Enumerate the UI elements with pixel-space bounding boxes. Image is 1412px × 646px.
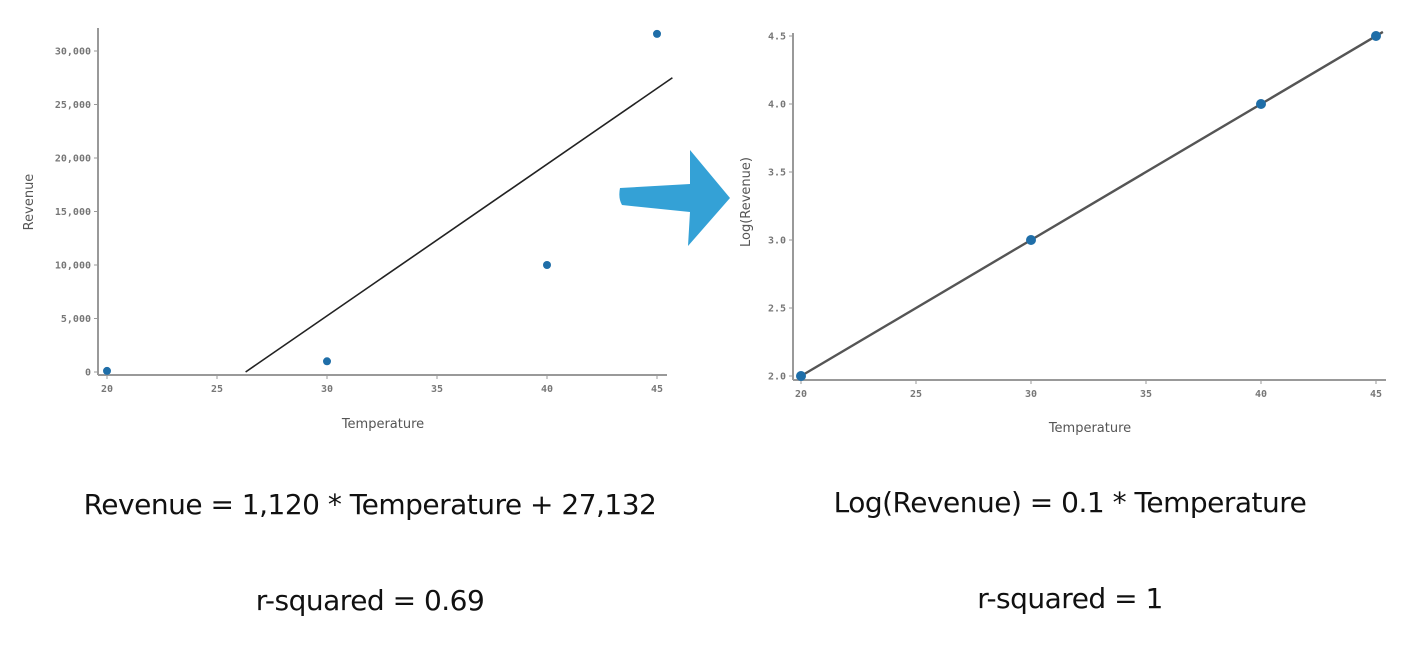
x-tick-label: 30 [1025, 389, 1037, 400]
x-tick-label: 45 [651, 384, 663, 395]
x-tick-label: 30 [321, 384, 333, 395]
x-tick-label: 25 [910, 389, 922, 400]
right-equation: Log(Revenue) = 0.1 * Temperature [833, 486, 1307, 519]
x-tick-label: 25 [211, 384, 223, 395]
regression-line [245, 77, 673, 373]
y-tick-label: 3.0 [768, 236, 786, 247]
y-tick-label: 30,000 [55, 47, 91, 58]
y-tick-label: 10,000 [55, 261, 91, 272]
y-tick-label: 4.5 [768, 32, 786, 43]
data-point [543, 261, 551, 269]
x-tick-label: 40 [541, 384, 553, 395]
data-point [103, 366, 111, 375]
data-point [1371, 31, 1381, 41]
x-tick-label: 35 [1140, 389, 1152, 400]
log-revenue-scatter-chart: 20 25 30 35 40 45 2.0 2.5 3.0 3.5 4.0 4.5 Temperatur… [739, 30, 1386, 436]
y-tick-label: 2.5 [768, 304, 786, 315]
data-point [323, 357, 331, 366]
regression-line [800, 30, 1384, 378]
data-point [653, 29, 661, 38]
x-axis-title: Temperature [341, 417, 424, 432]
y-axis-title: Revenue [22, 174, 37, 231]
left-equation: Revenue = 1,120 * Temperature + 27,132 [83, 488, 657, 521]
y-axis-title: Log(Revenue) [739, 157, 754, 247]
left-r-squared: r-squared = 0.69 [255, 584, 485, 617]
right-r-squared: r-squared = 1 [977, 582, 1163, 615]
y-tick-label: 15,000 [55, 207, 91, 218]
x-tick-label: 35 [431, 384, 443, 395]
data-point [796, 371, 806, 381]
y-tick-label: 25,000 [55, 100, 91, 111]
y-tick-label: 5,000 [61, 314, 91, 325]
x-tick-label: 20 [101, 384, 113, 395]
y-tick-label: 2.0 [768, 372, 786, 383]
y-tick-label: 4.0 [768, 100, 786, 111]
x-tick-label: 45 [1370, 389, 1382, 400]
y-tick-label: 3.5 [768, 168, 786, 179]
revenue-scatter-chart: 20 25 30 35 40 45 0 5,000 10,000 15,000 20,000 25,0… [22, 28, 673, 432]
x-axis-title: Temperature [1048, 421, 1131, 436]
data-point [1256, 99, 1266, 109]
y-tick-label: 20,000 [55, 154, 91, 165]
y-tick-label: 0 [85, 368, 91, 379]
data-point [1026, 235, 1036, 245]
x-tick-label: 40 [1255, 389, 1267, 400]
x-tick-label: 20 [795, 389, 807, 400]
